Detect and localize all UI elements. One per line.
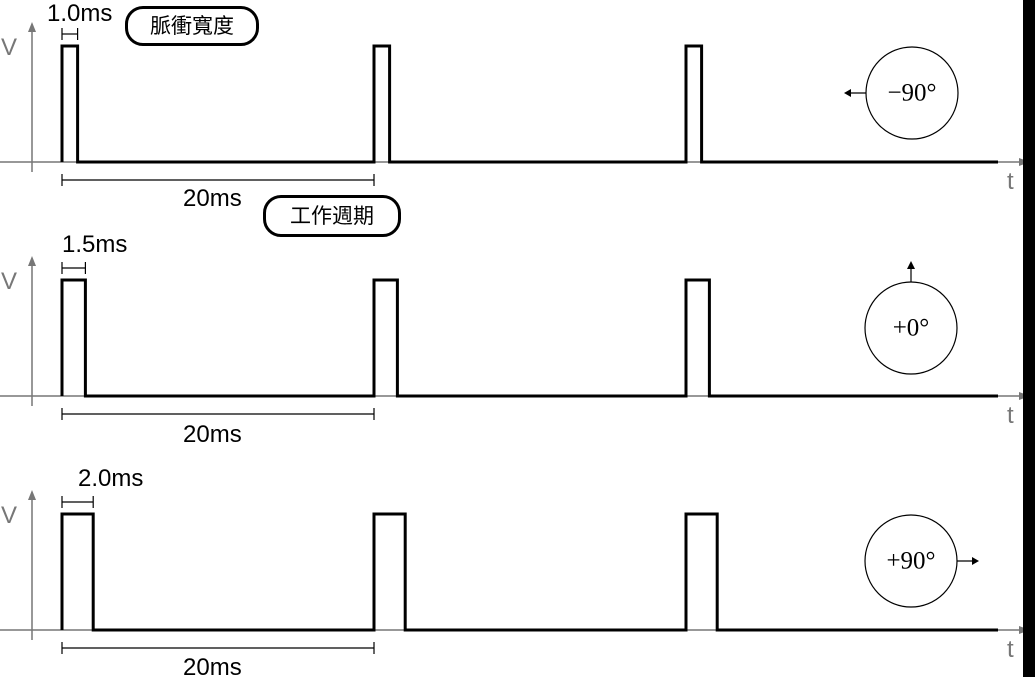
- pulse-width-tag: 脈衝寬度: [125, 6, 259, 46]
- v-axis-label-3: V: [1, 502, 18, 529]
- pwm-signal-1: [60, 44, 998, 164]
- v-axis-label-1: V: [1, 34, 18, 61]
- right-arrow-head-icon: [972, 557, 979, 565]
- t-axis-label-1: t: [1007, 168, 1014, 195]
- up-arrow-head-icon: [907, 261, 915, 269]
- period-tag: 工作週期: [263, 195, 401, 237]
- t-axis-label-2: t: [1007, 402, 1014, 429]
- t-axis-label-3: t: [1007, 636, 1014, 663]
- period-label-2: 20ms: [183, 421, 242, 448]
- pulse-width-label-2: 1.5ms: [62, 231, 128, 258]
- left-arrow-head-icon: [844, 89, 851, 97]
- v-axis-label-2: V: [1, 268, 18, 295]
- pwm-signal-3: [60, 512, 998, 632]
- period-label-3: 20ms: [183, 654, 242, 681]
- voltage-axis-arrow-1: [28, 22, 36, 32]
- voltage-axis-arrow-2: [28, 256, 36, 266]
- angle-label-2: +0°: [892, 314, 930, 342]
- pulse-width-label-3: 2.0ms: [78, 465, 144, 492]
- right-edge-bar: [1023, 0, 1035, 677]
- period-label-1: 20ms: [183, 185, 242, 212]
- voltage-axis-arrow-3: [28, 490, 36, 500]
- pulse-width-label-1: 1.0ms: [47, 0, 113, 27]
- pwm-signal-2: [60, 278, 998, 398]
- angle-label-1: −90°: [887, 79, 937, 107]
- angle-label-3: +90°: [886, 547, 936, 575]
